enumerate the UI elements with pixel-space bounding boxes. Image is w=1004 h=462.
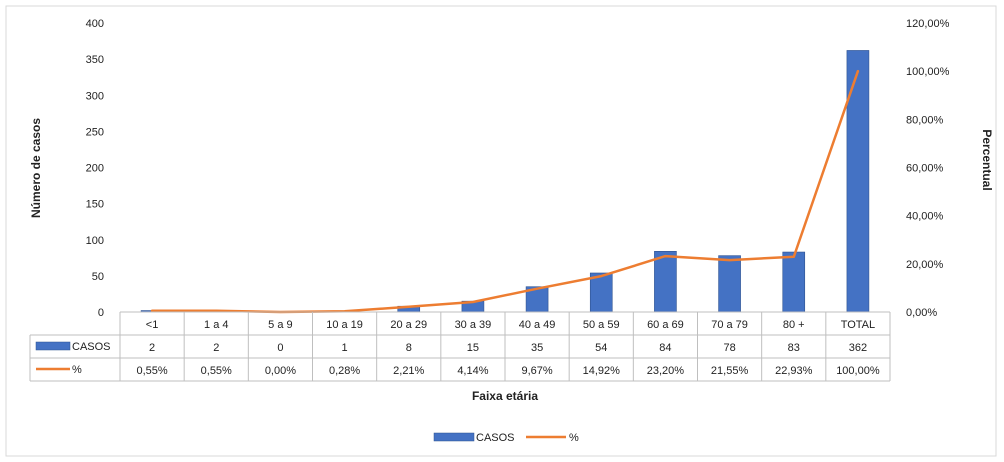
y-tick-label: 300 <box>86 90 104 102</box>
casos-cell: 15 <box>467 342 479 354</box>
category-label: 60 a 69 <box>647 319 684 331</box>
category-label: 70 a 79 <box>711 319 748 331</box>
left-axis-ticks: 0 50 100 150 200 250 300 350 400 <box>86 18 104 319</box>
percent-cell: 9,67% <box>521 365 552 377</box>
casos-cell: 362 <box>849 342 867 354</box>
y-tick-label: 400 <box>86 18 104 30</box>
casos-cell: 84 <box>659 342 671 354</box>
percent-cell: 22,93% <box>775 365 813 377</box>
bar-series <box>140 50 870 313</box>
y-tick-label: 200 <box>86 163 104 175</box>
y2-tick-label: 40,00% <box>906 211 944 223</box>
right-axis-ticks: 0,00% 20,00% 40,00% 60,00% 80,00% 100,00% 120,… <box>906 18 950 319</box>
category-label: 5 a 9 <box>268 319 292 331</box>
category-label: 50 a 59 <box>583 319 620 331</box>
legend-key-bar <box>35 341 71 351</box>
legend-label-casos: CASOS <box>476 432 515 444</box>
percent-cell: 2,21% <box>393 365 424 377</box>
y-axis-title: Número de casos <box>29 118 43 218</box>
y2-tick-label: 0,00% <box>906 307 937 319</box>
y-tick-label: 350 <box>86 54 104 66</box>
legend-swatch-casos <box>433 432 475 442</box>
bar <box>654 251 677 313</box>
category-label: 30 a 39 <box>455 319 492 331</box>
bar <box>782 251 806 313</box>
y-tick-label: 250 <box>86 126 104 138</box>
percent-cell: 0,00% <box>265 365 296 377</box>
legend: CASOS% <box>433 432 579 444</box>
category-label: 40 a 49 <box>519 319 556 331</box>
y2-tick-label: 100,00% <box>906 66 950 78</box>
percent-cell: 100,00% <box>836 365 880 377</box>
category-label: 80 + <box>783 319 805 331</box>
percent-cell: 23,20% <box>647 365 685 377</box>
casos-cell: 35 <box>531 342 543 354</box>
data-table: <1 1 a 4 5 a 9 10 a 19 20 a 29 30 a 39 40 a 49… <box>29 311 891 382</box>
x-axis-title: Faixa etária <box>472 389 538 403</box>
y2-tick-label: 60,00% <box>906 163 944 175</box>
casos-cell: 0 <box>277 342 283 354</box>
legend-label-percent: % <box>569 432 579 444</box>
casos-cell: 8 <box>406 342 412 354</box>
casos-cell: 83 <box>788 342 800 354</box>
category-label: TOTAL <box>841 319 875 331</box>
category-label: <1 <box>146 319 159 331</box>
category-label: 10 a 19 <box>326 319 363 331</box>
casos-cell: 2 <box>149 342 155 354</box>
percent-cell: 0,55% <box>201 365 232 377</box>
bar <box>718 255 741 313</box>
y2-tick-label: 20,00% <box>906 259 944 271</box>
y-tick-label: 0 <box>98 307 104 319</box>
row-header-percent: % <box>72 364 82 376</box>
percent-cell: 21,55% <box>711 365 749 377</box>
casos-cell: 78 <box>723 342 735 354</box>
y2-tick-label: 80,00% <box>906 114 944 126</box>
percent-cell: 4,14% <box>457 365 488 377</box>
casos-cell: 2 <box>213 342 219 354</box>
y2-tick-label: 120,00% <box>906 18 950 30</box>
y-tick-label: 50 <box>92 271 104 283</box>
percent-cell: 0,55% <box>136 365 167 377</box>
category-label: 1 a 4 <box>204 319 228 331</box>
y2-axis-title: Percentual <box>980 129 994 190</box>
category-label: 20 a 29 <box>390 319 427 331</box>
y-tick-label: 100 <box>86 235 104 247</box>
percent-cell: 0,28% <box>329 365 360 377</box>
percent-cell: 14,92% <box>583 365 621 377</box>
casos-cell: 54 <box>595 342 607 354</box>
row-header-casos: CASOS <box>72 341 111 353</box>
y-tick-label: 150 <box>86 199 104 211</box>
casos-cell: 1 <box>342 342 348 354</box>
